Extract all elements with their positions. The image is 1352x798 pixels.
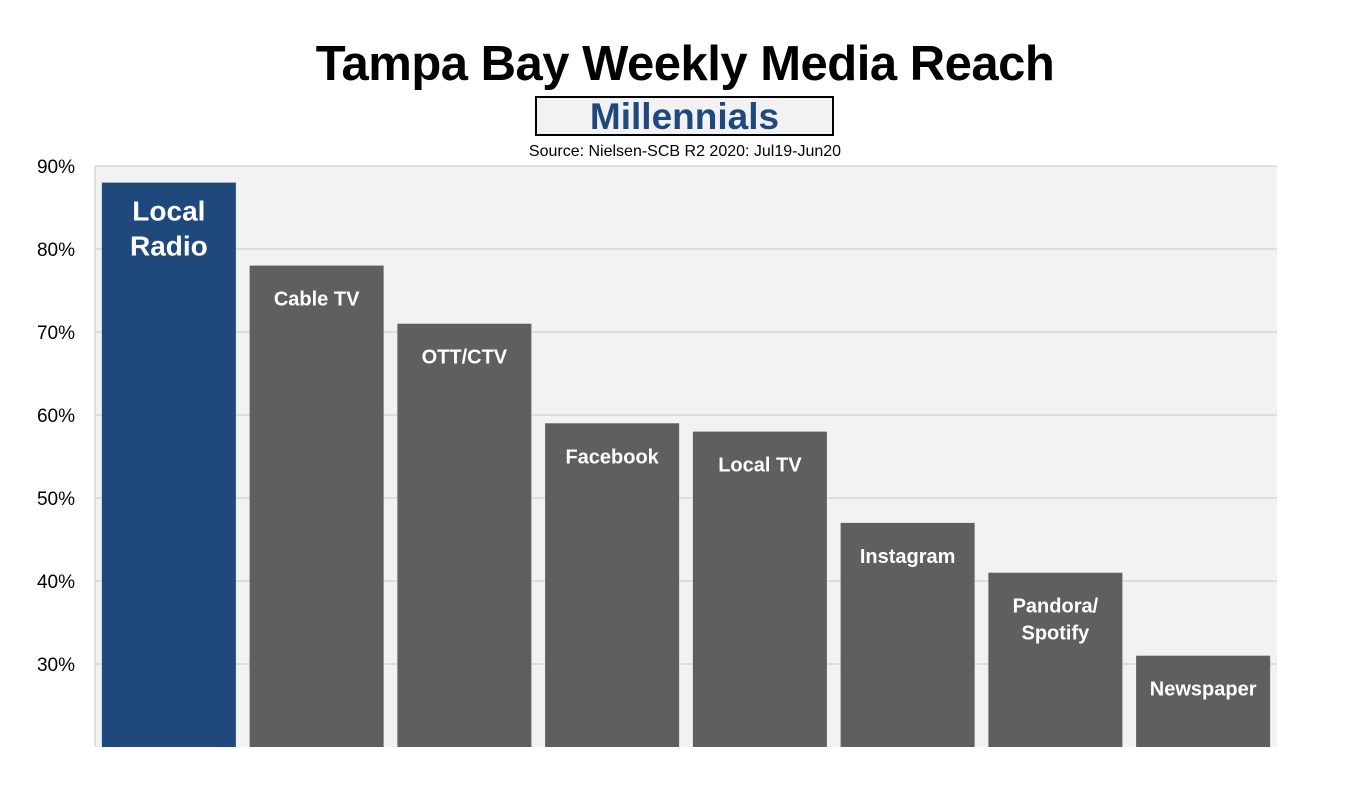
bar xyxy=(1136,655,1271,747)
y-tick-label: 90% xyxy=(37,157,75,178)
chart-source: Source: Nielsen-SCB R2 2020: Jul19-Jun20 xyxy=(528,143,842,160)
chart-title: Tampa Bay Weekly Media Reach xyxy=(315,37,1055,91)
y-tick-label: 40% xyxy=(37,572,75,593)
y-axis: 30% 40% 50% 60% 70% 80% 90% xyxy=(37,157,75,676)
bar-label: Cable TV xyxy=(274,289,360,311)
bar xyxy=(545,423,680,747)
bar-label: Facebook xyxy=(565,446,659,468)
bar-label: Pandora/ xyxy=(1013,596,1099,618)
bar-label: Radio xyxy=(130,231,208,262)
y-tick-label: 30% xyxy=(37,655,75,676)
bar xyxy=(692,431,827,747)
bar xyxy=(397,323,532,747)
y-tick-label: 50% xyxy=(37,489,75,510)
bars: Local Radio Cable TV OTT/CTV Facebook Local T… xyxy=(101,182,1271,748)
bar xyxy=(249,265,384,747)
bar xyxy=(101,182,236,748)
bar-label: Local xyxy=(132,196,205,227)
chart-subtitle: Millennials xyxy=(535,96,834,136)
bar xyxy=(988,572,1123,747)
bar-label: Newspaper xyxy=(1150,679,1257,701)
bar-label: Spotify xyxy=(1021,623,1090,645)
bar-label: OTT/CTV xyxy=(422,347,508,369)
bar xyxy=(840,522,975,747)
y-tick-label: 80% xyxy=(37,240,75,261)
y-tick-label: 60% xyxy=(37,406,75,427)
y-tick-label: 70% xyxy=(37,323,75,344)
bar-label: Local TV xyxy=(718,455,802,477)
bar-label: Instagram xyxy=(860,546,956,568)
